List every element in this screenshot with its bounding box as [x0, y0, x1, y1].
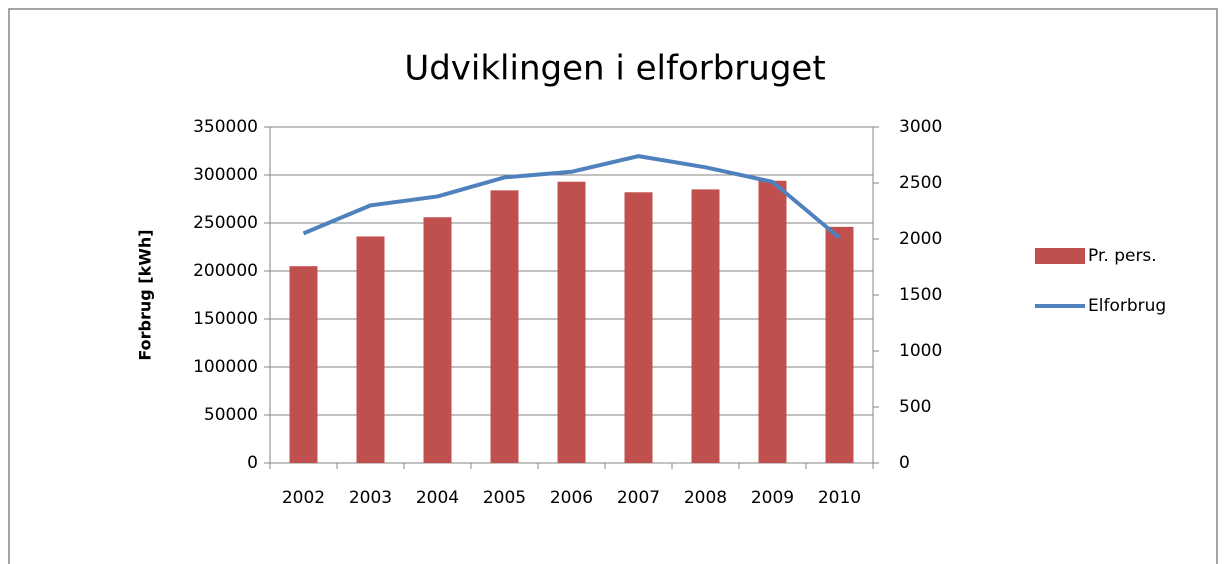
y-tick-label: 300000	[193, 165, 258, 185]
line	[302, 154, 841, 240]
chart-title: Udviklingen i elforbruget	[404, 49, 825, 89]
bar	[356, 236, 385, 463]
y-tick-label: 350000	[193, 117, 258, 137]
y-tick-label: 50000	[204, 405, 258, 425]
y-tick-label: 0	[247, 453, 258, 473]
x-tick-label: 2005	[483, 488, 526, 508]
x-tick-label: 2003	[349, 488, 392, 508]
y2-tick-label: 2500	[899, 173, 942, 193]
legend-swatch	[1035, 248, 1085, 264]
y-tick-label: 150000	[193, 309, 258, 329]
bar	[289, 266, 318, 463]
y2-tick-label: 0	[899, 453, 910, 473]
legend-label: Pr. pers.	[1088, 246, 1157, 266]
chart-border	[8, 8, 1218, 564]
bar	[490, 190, 519, 464]
y2-tick-label: 500	[899, 397, 931, 417]
bar	[825, 226, 854, 463]
y2-tick-label: 1000	[899, 341, 942, 361]
bar	[758, 180, 787, 463]
bar	[691, 189, 720, 463]
bar	[423, 217, 452, 463]
bar	[557, 181, 586, 463]
x-tick-label: 2007	[617, 488, 660, 508]
x-tick-label: 2010	[818, 488, 861, 508]
y2-tick-label: 2000	[899, 229, 942, 249]
legend-label: Elforbrug	[1088, 296, 1166, 316]
y-tick-label: 200000	[193, 261, 258, 281]
bar	[624, 192, 653, 463]
y-tick-label: 250000	[193, 213, 258, 233]
y-tick-label: 100000	[193, 357, 258, 377]
x-tick-label: 2006	[550, 488, 593, 508]
x-tick-label: 2008	[684, 488, 727, 508]
x-tick-label: 2004	[416, 488, 459, 508]
y-axis-label: Forbrug [kWh]	[136, 229, 155, 360]
x-tick-label: 2002	[282, 488, 325, 508]
y2-tick-label: 3000	[899, 117, 942, 137]
y2-tick-label: 1500	[899, 285, 942, 305]
x-tick-label: 2009	[751, 488, 794, 508]
